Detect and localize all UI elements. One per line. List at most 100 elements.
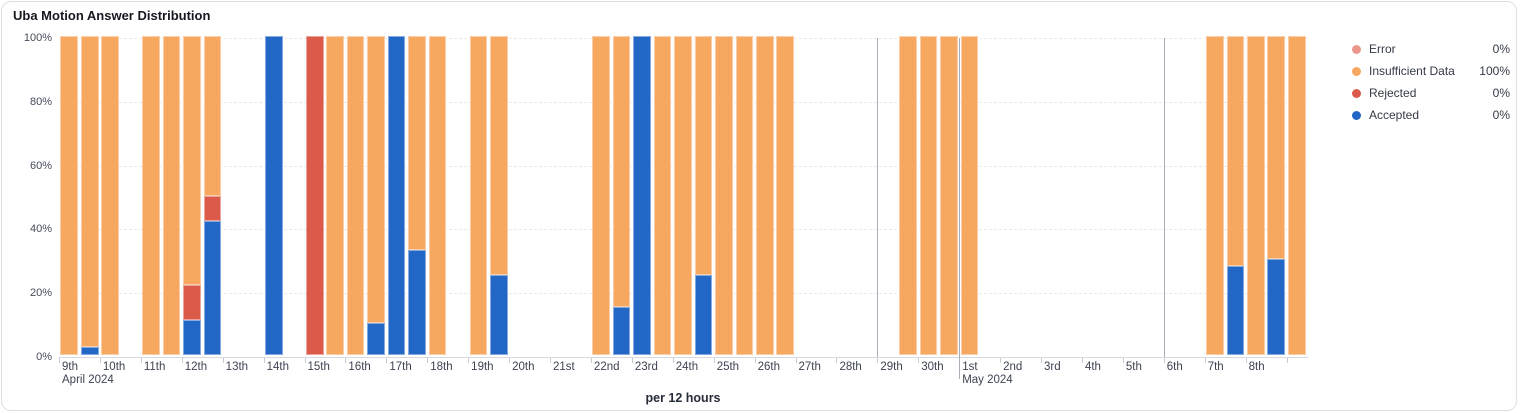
x-axis-tick-label: 10th <box>102 361 126 373</box>
bar-segment-insufficient_data[interactable] <box>183 36 201 285</box>
bar-segment-insufficient_data[interactable] <box>162 36 181 355</box>
x-axis-tick-label: 2nd <box>1003 361 1023 373</box>
stacked-bar[interactable] <box>919 36 938 355</box>
legend-value: 100% <box>1479 64 1510 78</box>
stacked-bar[interactable] <box>264 36 283 355</box>
stacked-bar[interactable] <box>1226 36 1245 355</box>
stacked-bar[interactable] <box>367 36 385 355</box>
bar-segment-insufficient_data[interactable] <box>715 36 733 355</box>
bar-segment-insufficient_data[interactable] <box>80 36 99 348</box>
x-axis-tick-label: 13th <box>225 361 249 373</box>
stacked-bar[interactable] <box>428 36 447 355</box>
stacked-bar[interactable] <box>183 36 201 355</box>
bar-segment-insufficient_data[interactable] <box>469 36 488 355</box>
stacked-bar[interactable] <box>776 36 795 355</box>
stacked-bar[interactable] <box>940 36 958 355</box>
bar-segment-insufficient_data[interactable] <box>60 36 79 355</box>
bar-segment-insufficient_data[interactable] <box>1206 36 1224 355</box>
stacked-bar[interactable] <box>1287 36 1306 355</box>
bar-segment-insufficient_data[interactable] <box>735 36 754 355</box>
legend-dot-accepted <box>1352 110 1361 120</box>
bar-segment-accepted[interactable] <box>408 249 426 355</box>
bar-segment-insufficient_data[interactable] <box>203 36 222 196</box>
stacked-bar[interactable] <box>469 36 488 355</box>
bar-segment-insufficient_data[interactable] <box>960 36 979 355</box>
legend-item-error[interactable]: Error 0% <box>1352 38 1510 60</box>
stacked-bar[interactable] <box>490 36 508 355</box>
bar-segment-insufficient_data[interactable] <box>776 36 795 355</box>
x-axis-tick <box>1163 358 1165 363</box>
bar-segment-insufficient_data[interactable] <box>346 36 365 355</box>
legend-item-insufficient_data[interactable]: Insufficient Data 100% <box>1352 60 1510 82</box>
stacked-bar[interactable] <box>674 36 692 355</box>
bar-segment-insufficient_data[interactable] <box>490 36 508 276</box>
bar-segment-accepted[interactable] <box>612 307 631 355</box>
bar-segment-rejected[interactable] <box>305 36 324 355</box>
stacked-bar[interactable] <box>592 36 610 355</box>
bar-segment-insufficient_data[interactable] <box>367 36 385 324</box>
stacked-bar[interactable] <box>80 36 99 355</box>
stacked-bar[interactable] <box>756 36 774 355</box>
bar-segment-insufficient_data[interactable] <box>612 36 631 308</box>
stacked-bar[interactable] <box>612 36 631 355</box>
stacked-bar[interactable] <box>653 36 672 355</box>
bar-segment-insufficient_data[interactable] <box>592 36 610 355</box>
stacked-bar[interactable] <box>387 36 406 355</box>
stacked-bar[interactable] <box>715 36 733 355</box>
stacked-bar[interactable] <box>735 36 754 355</box>
bar-segment-accepted[interactable] <box>490 275 508 355</box>
stacked-bar[interactable] <box>960 36 979 355</box>
bar-segment-insufficient_data[interactable] <box>408 36 426 250</box>
legend-item-rejected[interactable]: Rejected 0% <box>1352 82 1510 104</box>
bar-segment-insufficient_data[interactable] <box>428 36 447 355</box>
legend-item-accepted[interactable]: Accepted 0% <box>1352 104 1510 126</box>
bar-segment-accepted[interactable] <box>387 36 406 355</box>
bar-segment-insufficient_data[interactable] <box>756 36 774 355</box>
bar-segment-insufficient_data[interactable] <box>142 36 160 355</box>
stacked-bar[interactable] <box>142 36 160 355</box>
bar-segment-accepted[interactable] <box>80 347 99 355</box>
week-marker-line <box>877 38 879 362</box>
y-axis-tick-label: 0% <box>36 351 52 363</box>
stacked-bar[interactable] <box>60 36 79 355</box>
stacked-bar[interactable] <box>1206 36 1224 355</box>
stacked-bar[interactable] <box>633 36 651 355</box>
stacked-bar[interactable] <box>346 36 365 355</box>
bar-segment-accepted[interactable] <box>367 323 385 355</box>
bar-segment-insufficient_data[interactable] <box>899 36 917 355</box>
stacked-bar[interactable] <box>203 36 222 355</box>
bar-segment-insufficient_data[interactable] <box>326 36 345 355</box>
stacked-bar[interactable] <box>305 36 324 355</box>
bar-segment-insufficient_data[interactable] <box>919 36 938 355</box>
bar-segment-accepted[interactable] <box>694 275 713 355</box>
bar-segment-insufficient_data[interactable] <box>674 36 692 355</box>
stacked-bar[interactable] <box>1267 36 1286 355</box>
bar-segment-accepted[interactable] <box>264 36 283 355</box>
bar-segment-accepted[interactable] <box>1226 265 1245 355</box>
stacked-bar[interactable] <box>1247 36 1265 355</box>
stacked-bar[interactable] <box>326 36 345 355</box>
bar-segment-accepted[interactable] <box>183 319 201 355</box>
legend-value: 0% <box>1492 86 1510 100</box>
bar-segment-insufficient_data[interactable] <box>101 36 119 355</box>
bar-segment-insufficient_data[interactable] <box>1226 36 1245 266</box>
bar-segment-insufficient_data[interactable] <box>1247 36 1265 355</box>
bar-segment-accepted[interactable] <box>1267 259 1286 355</box>
x-axis-tick <box>386 358 388 363</box>
bar-segment-insufficient_data[interactable] <box>1267 36 1286 260</box>
bar-segment-rejected[interactable] <box>183 284 201 320</box>
x-axis-tick <box>590 358 592 363</box>
bar-segment-insufficient_data[interactable] <box>940 36 958 355</box>
bar-segment-insufficient_data[interactable] <box>653 36 672 355</box>
stacked-bar[interactable] <box>694 36 713 355</box>
bar-segment-insufficient_data[interactable] <box>694 36 713 276</box>
bar-segment-insufficient_data[interactable] <box>1287 36 1306 355</box>
legend: Error 0% Insufficient Data 100% Rejected 0% Ac… <box>1352 38 1510 126</box>
bar-segment-accepted[interactable] <box>633 36 651 355</box>
bar-segment-rejected[interactable] <box>203 195 222 222</box>
stacked-bar[interactable] <box>899 36 917 355</box>
stacked-bar[interactable] <box>408 36 426 355</box>
stacked-bar[interactable] <box>162 36 181 355</box>
stacked-bar[interactable] <box>101 36 119 355</box>
bar-segment-accepted[interactable] <box>203 221 222 355</box>
